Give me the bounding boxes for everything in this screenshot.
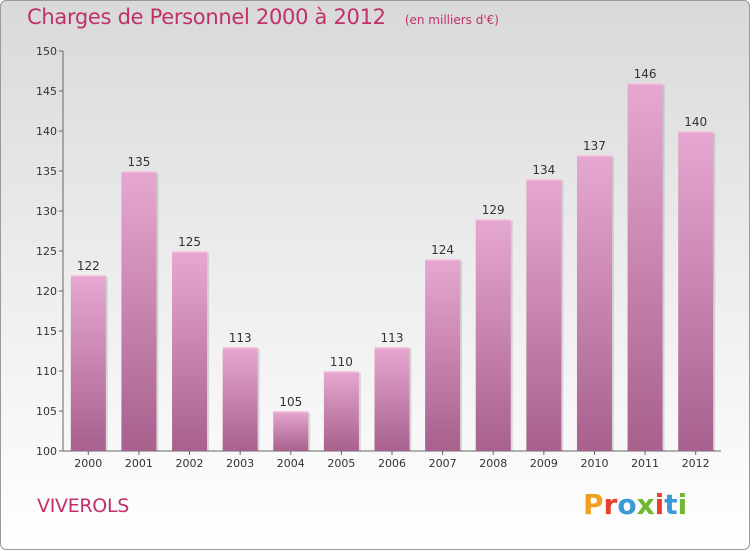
y-tick-label: 125 xyxy=(36,245,57,258)
bar-top-edge xyxy=(121,171,157,173)
x-tick-label: 2004 xyxy=(277,457,305,470)
bar-top-edge xyxy=(172,251,208,253)
bar xyxy=(425,259,461,451)
logo-letter: t xyxy=(664,488,678,521)
title-row: Charges de Personnel 2000 à 2012 (en mil… xyxy=(27,5,499,29)
y-tick-label: 105 xyxy=(36,405,57,418)
logo-letter: P xyxy=(583,488,604,521)
bar-top-edge xyxy=(425,259,461,261)
bar xyxy=(172,251,208,451)
bar-value-label: 124 xyxy=(431,243,454,257)
bar xyxy=(678,131,714,451)
logo-letter: x xyxy=(636,488,655,521)
y-tick-label: 100 xyxy=(36,445,57,458)
bar xyxy=(475,219,511,451)
proxiti-logo: Proxiti xyxy=(583,488,687,521)
x-tick-label: 2000 xyxy=(74,457,102,470)
x-tick-label: 2002 xyxy=(176,457,204,470)
x-tick-label: 2011 xyxy=(631,457,659,470)
bar xyxy=(526,179,562,451)
axes: 100 105 110 115 120 125 130 135 140 145 150 2000 200… xyxy=(36,45,721,470)
y-tick-label: 150 xyxy=(36,45,57,58)
logo-letter: i xyxy=(654,488,665,521)
bar xyxy=(323,371,359,451)
bar xyxy=(273,411,309,451)
bar xyxy=(374,347,410,451)
bar-top-edge xyxy=(374,347,410,349)
bar-top-edge xyxy=(273,411,309,413)
bar-top-edge xyxy=(222,347,258,349)
bar-value-label: 140 xyxy=(684,115,707,129)
bar-value-label: 105 xyxy=(279,395,302,409)
bar-value-label: 125 xyxy=(178,235,201,249)
bar-top-edge xyxy=(678,131,714,133)
bar xyxy=(627,83,663,451)
bar-value-label: 113 xyxy=(381,331,404,345)
bar-top-edge xyxy=(627,83,663,85)
x-tick-label: 2008 xyxy=(479,457,507,470)
x-tick-label: 2007 xyxy=(429,457,457,470)
bar-top-edge xyxy=(323,371,359,373)
bar-value-label: 110 xyxy=(330,355,353,369)
bar-value-label: 135 xyxy=(127,155,150,169)
bar xyxy=(576,155,612,451)
bar-top-edge xyxy=(526,179,562,181)
bars: 122 135 125 113 105 110 113 124 129 134 137 146 140 xyxy=(70,67,716,451)
y-tick-label: 120 xyxy=(36,285,57,298)
bar-value-label: 134 xyxy=(532,163,555,177)
x-tick-label: 2012 xyxy=(682,457,710,470)
bar-value-label: 113 xyxy=(229,331,252,345)
bar-value-label: 146 xyxy=(634,67,657,81)
chart-subtitle: (en milliers d'€) xyxy=(404,13,499,27)
y-tick-label: 145 xyxy=(36,85,57,98)
bar-value-label: 122 xyxy=(77,259,100,273)
x-tick-label: 2003 xyxy=(226,457,254,470)
bar-top-edge xyxy=(576,155,612,157)
y-tick-label: 130 xyxy=(36,205,57,218)
logo-letter: i xyxy=(677,488,688,521)
bar-value-label: 137 xyxy=(583,139,606,153)
x-tick-label: 2001 xyxy=(125,457,153,470)
commune-name: VIVEROLS xyxy=(37,495,130,517)
chart-title: Charges de Personnel 2000 à 2012 xyxy=(27,5,386,29)
y-tick-label: 135 xyxy=(36,165,57,178)
x-tick-label: 2005 xyxy=(327,457,355,470)
bar-value-label: 129 xyxy=(482,203,505,217)
bar-top-edge xyxy=(70,275,106,277)
bar xyxy=(121,171,157,451)
x-tick-label: 2010 xyxy=(580,457,608,470)
y-tick-label: 140 xyxy=(36,125,57,138)
bar-top-edge xyxy=(475,219,511,221)
bar xyxy=(222,347,258,451)
y-tick-label: 115 xyxy=(36,325,57,338)
logo-letter: o xyxy=(617,488,637,521)
x-tick-label: 2009 xyxy=(530,457,558,470)
logo-letter: r xyxy=(603,488,618,521)
x-tick-label: 2006 xyxy=(378,457,406,470)
bar xyxy=(70,275,106,451)
y-tick-label: 110 xyxy=(36,365,57,378)
